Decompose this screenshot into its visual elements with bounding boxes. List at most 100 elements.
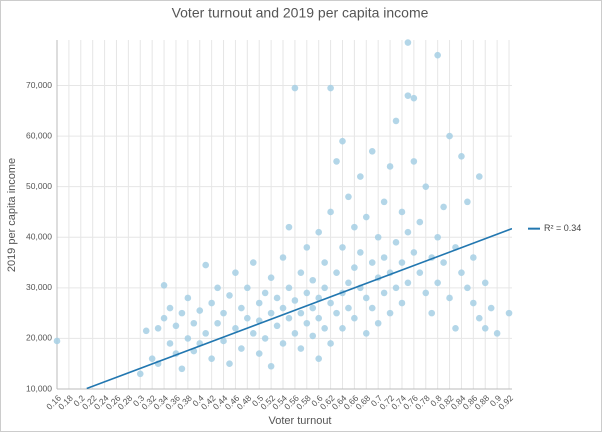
point (470, 299, 477, 307)
point (452, 325, 459, 332)
point (398, 299, 406, 307)
point (404, 228, 412, 236)
point (386, 309, 394, 317)
legend-label: R² = 0.34 (544, 223, 581, 233)
point (422, 289, 430, 297)
point (464, 198, 471, 206)
point (166, 304, 174, 312)
point (315, 355, 322, 362)
point (154, 325, 162, 332)
point (232, 325, 239, 332)
point (464, 284, 471, 292)
point (184, 294, 192, 302)
point (297, 309, 305, 317)
point (458, 153, 465, 160)
y-tick-label: 10,000 (26, 383, 52, 393)
point (422, 183, 430, 190)
point (386, 163, 394, 170)
point (226, 360, 233, 368)
point (238, 345, 245, 352)
point (362, 213, 370, 221)
point (345, 279, 352, 287)
point (505, 309, 513, 317)
point (142, 327, 150, 335)
point (434, 233, 441, 241)
point (261, 289, 269, 297)
point (267, 274, 275, 282)
point (285, 314, 293, 322)
point (220, 337, 227, 345)
point (410, 158, 418, 165)
point (291, 84, 299, 92)
point (273, 294, 281, 302)
point (374, 233, 382, 241)
point (345, 193, 352, 201)
point (297, 269, 305, 276)
point (487, 304, 495, 312)
point (279, 304, 287, 312)
point (208, 355, 215, 362)
point (339, 325, 346, 332)
point (333, 269, 340, 276)
chart-title: Voter turnout and 2019 per capita income (172, 5, 429, 21)
point (249, 259, 257, 266)
point (202, 330, 209, 337)
point (255, 299, 263, 307)
point (160, 314, 168, 322)
point (220, 309, 227, 317)
point (303, 289, 311, 297)
point (321, 284, 328, 292)
point (380, 254, 388, 261)
point (339, 244, 346, 251)
point (279, 340, 287, 347)
point (327, 84, 334, 92)
point (475, 173, 483, 180)
point (190, 319, 198, 327)
point (285, 223, 293, 231)
point (357, 173, 364, 180)
point (404, 279, 412, 287)
y-tick-label: 60,000 (26, 130, 52, 140)
point (196, 307, 204, 314)
point (267, 309, 275, 317)
point (321, 325, 328, 332)
point (160, 282, 168, 289)
point (440, 259, 447, 266)
y-tick-label: 40,000 (26, 232, 52, 242)
point (440, 203, 447, 211)
point (410, 94, 418, 102)
point (327, 299, 334, 307)
point (357, 249, 364, 256)
point (208, 299, 215, 307)
point (398, 259, 406, 266)
point (392, 284, 400, 292)
point (339, 137, 346, 145)
point (321, 259, 328, 266)
point (202, 261, 209, 269)
point (148, 355, 156, 362)
point (493, 330, 501, 337)
point (481, 279, 489, 287)
point (291, 330, 299, 337)
point (380, 198, 388, 206)
point (255, 350, 263, 357)
point (249, 330, 257, 337)
point (315, 314, 322, 322)
point (380, 289, 388, 297)
point (184, 335, 192, 342)
point (279, 254, 287, 261)
point (244, 284, 251, 292)
point (398, 208, 406, 216)
point (309, 332, 317, 340)
point (434, 51, 441, 59)
point (368, 259, 376, 266)
point (475, 314, 483, 322)
point (136, 370, 144, 378)
point (244, 314, 251, 322)
point (351, 264, 358, 271)
point (362, 294, 370, 302)
point (446, 132, 453, 140)
point (392, 239, 400, 246)
point (404, 39, 412, 46)
